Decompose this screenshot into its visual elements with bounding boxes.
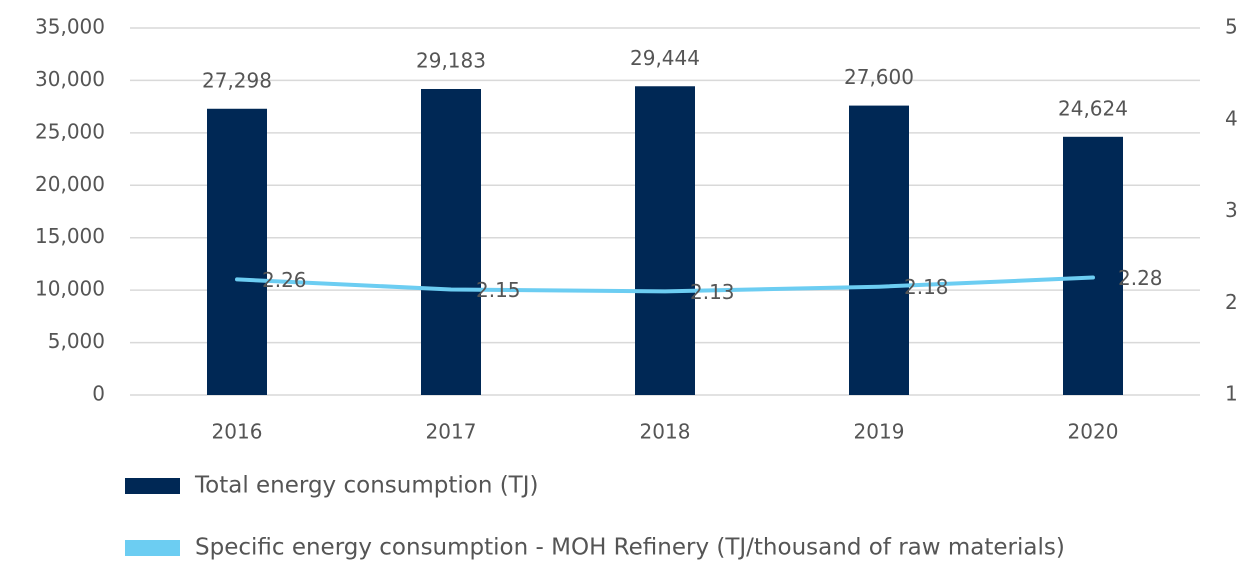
legend-swatch [125, 540, 180, 556]
y2-tick-label: 5 [1225, 15, 1238, 39]
y-tick-label: 15,000 [35, 224, 105, 248]
line-value-label: 2.26 [262, 268, 307, 292]
bar [207, 108, 267, 395]
line-value-label: 2.13 [690, 280, 735, 304]
line-value-label: 2.28 [1118, 266, 1163, 290]
y-tick-label: 25,000 [35, 119, 105, 143]
y-tick-label: 10,000 [35, 277, 105, 301]
bar-value-label: 29,444 [630, 46, 700, 70]
bar [421, 88, 481, 396]
line-value-label: 2.18 [904, 275, 949, 299]
bar-value-label: 27,298 [202, 68, 272, 92]
y-tick-label: 20,000 [35, 172, 105, 196]
x-tick-label: 2016 [212, 420, 263, 444]
y2-tick-label: 2 [1225, 290, 1238, 314]
y-tick-label: 30,000 [35, 67, 105, 91]
bar [1063, 136, 1123, 395]
y2-tick-label: 1 [1225, 382, 1238, 406]
y-tick-label: 35,000 [35, 15, 105, 39]
bar [635, 86, 695, 395]
legend-swatch [125, 478, 180, 494]
line [235, 275, 1095, 294]
legend-label: Total energy consumption (TJ) [194, 473, 538, 499]
y2-tick-label: 4 [1225, 106, 1238, 130]
bar [849, 105, 909, 395]
y2-tick-label: 3 [1225, 198, 1238, 222]
bar-value-label: 24,624 [1058, 96, 1128, 120]
line-value-label: 2.15 [476, 278, 521, 302]
y-tick-label: 0 [92, 382, 105, 406]
x-tick-label: 2019 [854, 420, 905, 444]
y-tick-label: 5,000 [48, 329, 105, 353]
x-tick-label: 2017 [426, 420, 477, 444]
bar-value-label: 29,183 [416, 48, 486, 72]
bar-value-label: 27,600 [844, 65, 914, 89]
x-tick-label: 2020 [1068, 420, 1119, 444]
legend-label: Specific energy consumption - MOH Refine… [195, 535, 1065, 561]
x-tick-label: 2018 [640, 420, 691, 444]
